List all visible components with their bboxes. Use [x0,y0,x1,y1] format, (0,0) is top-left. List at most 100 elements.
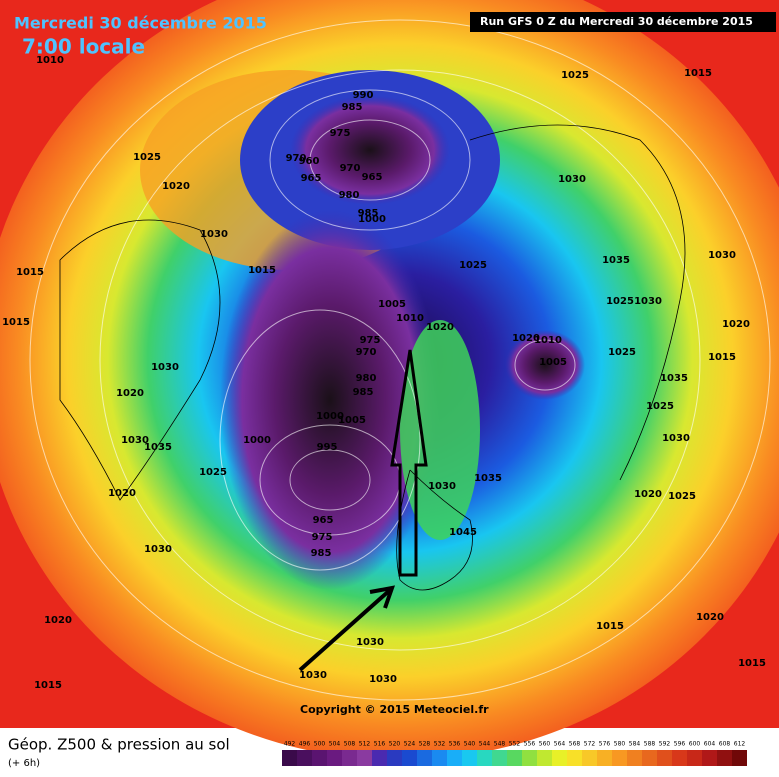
isobar-label: 1020 [696,612,724,623]
scale-swatch [327,750,342,766]
isobar-label: 1035 [602,255,630,266]
scale-label: 552 [509,741,521,748]
isobar-label: 1030 [200,229,228,240]
isobar-label: 1025 [459,260,487,271]
isobar-label: 1030 [634,296,662,307]
isobar-label: 1010 [534,335,562,346]
isobar-label: 1025 [606,296,634,307]
scale-swatch [402,750,417,766]
isobar-label: 1025 [668,491,696,502]
isobars [29,19,771,701]
scale-swatch [552,750,567,766]
scale-label: 592 [659,741,671,748]
isobar-label: 980 [339,190,360,201]
scale-label: 536 [449,741,461,748]
isobar-label: 1020 [634,489,662,500]
isobar-label: 1030 [369,674,397,685]
scale-swatch [312,750,327,766]
scale-swatch [642,750,657,766]
scale-label: 580 [614,741,626,748]
scale-label: 568 [569,741,581,748]
scale-label: 596 [674,741,686,748]
isobar-label: 1010 [396,313,424,324]
isobar-label: 1025 [646,401,674,412]
copyright: Copyright © 2015 Meteociel.fr [300,703,489,716]
isobar-label: 1015 [596,621,624,632]
scale-swatch [462,750,477,766]
isobar-label: 1020 [512,333,540,344]
scale-label: 528 [419,741,431,748]
scale-swatch [597,750,612,766]
footer-title: Géop. Z500 & pression au sol [8,736,230,754]
scale-label: 524 [404,741,416,748]
isobar-label: 1005 [378,299,406,310]
isobar-label: 1030 [151,362,179,373]
scale-label: 512 [359,741,371,748]
isobar-label: 1015 [248,265,276,276]
scale-label: 544 [479,741,491,748]
run-box [470,12,776,32]
scale-swatch [717,750,732,766]
isobar-label: 1015 [684,68,712,79]
low-atlantic [220,210,440,590]
scale-swatch [612,750,627,766]
isobar-label: 1020 [44,615,72,626]
scale-swatch [507,750,522,766]
isobar-label: 1025 [561,70,589,81]
isobar-label: 1020 [116,388,144,399]
isobar-label: 980 [356,373,377,384]
scale-label: 556 [524,741,536,748]
isobar-label: 1020 [722,319,750,330]
isobar-label: 990 [353,90,374,101]
isobar-label: 1025 [199,467,227,478]
isobar-label: 975 [330,128,351,139]
scale-label: 508 [344,741,356,748]
scale-swatch [417,750,432,766]
scale-swatch [687,750,702,766]
scale-swatch [702,750,717,766]
low-siberia [505,330,585,400]
isobar-label: 975 [360,335,381,346]
isobar-label: 1020 [162,181,190,192]
isobar-label: 1030 [558,174,586,185]
scale-label: 540 [464,741,476,748]
scale-swatch [492,750,507,766]
isobar-label: 1030 [121,435,149,446]
ridge-europe [400,320,480,540]
scale-swatch [282,750,297,766]
scale-label: 572 [584,741,596,748]
isobar-label: 965 [301,173,322,184]
isobar-label: 970 [356,347,377,358]
isobar-label: 1030 [299,670,327,681]
isobar-label: 960 [299,156,320,167]
color-scale: 492 496 500 504 508 512 516 520 524 528 532 536 540 5… [282,741,747,766]
scale-label: 500 [314,741,326,748]
scale-label: 492 [284,741,296,748]
scale-label: 520 [389,741,401,748]
scale-label: 564 [554,741,566,748]
isobar-label: 1030 [662,433,690,444]
scale-label: 576 [599,741,611,748]
scale-swatch [537,750,552,766]
isobar-label: 975 [312,532,333,543]
low-north [290,95,450,205]
scale-swatch [627,750,642,766]
scale-swatch [582,750,597,766]
annotation-arrows [298,349,428,672]
coastlines [59,124,686,591]
isobar-label: 1035 [144,442,172,453]
isobar-label: 1015 [16,267,44,278]
isobar-label: 965 [313,515,334,526]
scale-swatch [342,750,357,766]
scale-label: 584 [629,741,641,748]
isobar-label: 1025 [133,152,161,163]
isobar-label: 970 [340,163,361,174]
isobar-label: 1005 [338,415,366,426]
isobar-label: 985 [358,208,379,219]
scale-swatch [387,750,402,766]
scale-swatch [672,750,687,766]
scale-label: 496 [299,741,311,748]
scale-swatch [297,750,312,766]
isobar-label: 1030 [144,544,172,555]
